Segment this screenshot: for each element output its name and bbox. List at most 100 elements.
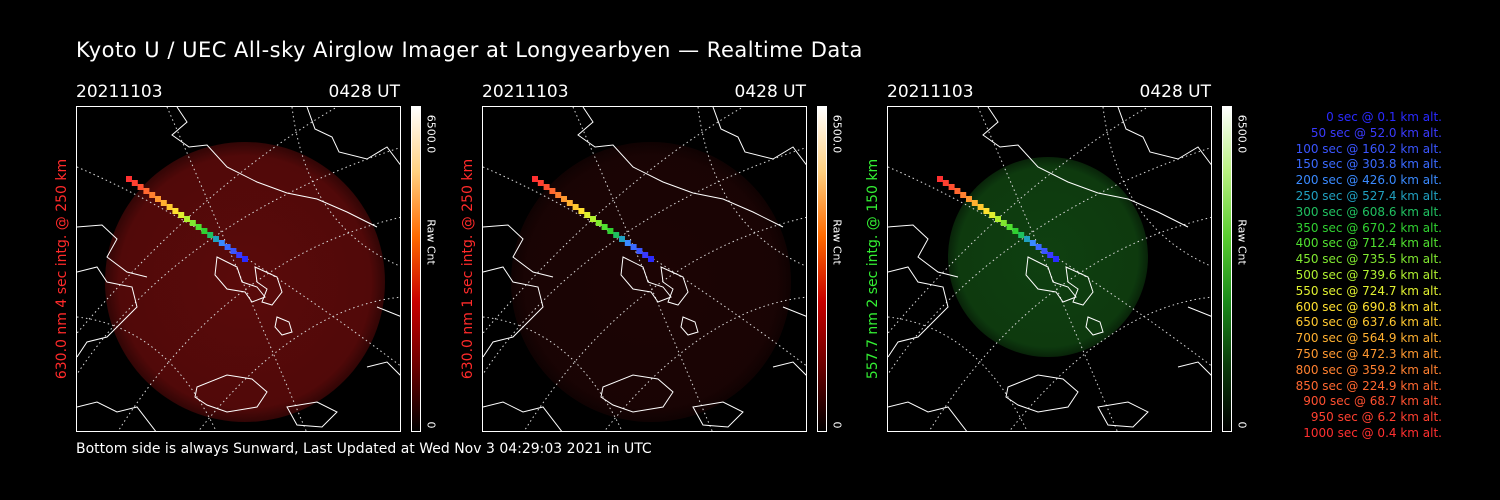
trajectory-point	[230, 248, 237, 254]
legend-entry-label: 850 sec @ 224.9 km alt.	[1295, 378, 1442, 393]
coastline	[1177, 361, 1211, 376]
coastline	[888, 266, 949, 358]
legend-entry-label: 1000 sec @ 0.4 km alt.	[1303, 425, 1442, 440]
legend-entry-label: 600 sec @ 690.8 km alt.	[1295, 299, 1442, 314]
trajectory-point	[126, 176, 132, 182]
trajectory-point	[201, 228, 208, 234]
trajectory-point	[218, 240, 225, 246]
panel-date: 20211103	[482, 82, 569, 102]
trajectory-point	[1006, 224, 1013, 230]
legend-entry-label: 300 sec @ 608.6 km alt.	[1295, 204, 1442, 219]
colorbar-min-label: 0	[424, 421, 438, 429]
legend-entry: 750 sec @ 472.3 km alt.	[1262, 347, 1442, 363]
trajectory-point	[160, 200, 167, 206]
trajectory-point	[549, 188, 556, 194]
trajectory-point	[624, 240, 631, 246]
trajectory-point	[642, 252, 649, 258]
coastline	[1085, 316, 1104, 336]
coastline	[620, 256, 672, 303]
coastline	[483, 266, 544, 358]
colorbar-unit-label: Raw Cnt	[424, 219, 438, 265]
airglow-disk	[105, 142, 385, 422]
footer-status: Bottom side is always Sunward, Last Upda…	[76, 441, 652, 457]
legend-entry: 350 sec @ 670.2 km alt.	[1262, 221, 1442, 237]
coastline	[1187, 306, 1211, 317]
colorbar	[411, 106, 421, 432]
trajectory-point	[613, 232, 620, 238]
legend-entry-label: 50 sec @ 52.0 km alt.	[1310, 125, 1442, 140]
coastline	[1097, 401, 1149, 428]
trajectory-legend: 0 sec @ 0.1 km alt. 50 sec @ 52.0 km alt.…	[1262, 110, 1442, 442]
legend-entry-label: 700 sec @ 564.9 km alt.	[1295, 331, 1442, 346]
trajectory-point	[555, 192, 562, 198]
airglow-disk	[511, 142, 791, 422]
trajectory-point	[960, 192, 967, 198]
trajectory-point	[242, 256, 248, 262]
trajectory-point	[1041, 248, 1048, 254]
trajectory-point	[561, 196, 567, 202]
colorbar-min-label: 0	[1235, 421, 1249, 429]
coastline	[712, 107, 806, 166]
legend-entry: 100 sec @ 160.2 km alt.	[1262, 142, 1442, 158]
colorbar-unit-label: Raw Cnt	[1235, 219, 1249, 265]
trajectory-point	[1047, 252, 1054, 258]
legend-entry-label: 500 sec @ 739.6 km alt.	[1295, 267, 1442, 282]
trajectory-point	[1029, 240, 1036, 246]
legend-entry: 800 sec @ 359.2 km alt.	[1262, 363, 1442, 379]
coastline	[1065, 266, 1094, 306]
legend-entry-label: 150 sec @ 303.8 km alt.	[1295, 157, 1442, 172]
coastline	[577, 107, 784, 228]
graticule-line	[697, 107, 806, 267]
colorbar-max-label: 6500.0	[1235, 114, 1249, 154]
trajectory-point	[948, 184, 955, 190]
panel-time: 0428 UT	[328, 82, 401, 102]
trajectory-point	[207, 232, 214, 238]
trajectory-point	[566, 200, 573, 206]
graticule-line	[888, 147, 1211, 376]
graticule-line	[77, 316, 217, 431]
legend-entry: 0 sec @ 0.1 km alt.	[1262, 110, 1442, 126]
trajectory-point	[601, 224, 608, 230]
legend-entry: 250 sec @ 527.4 km alt.	[1262, 189, 1442, 205]
colorbar-max-label: 6500.0	[830, 114, 844, 154]
coastline	[366, 361, 400, 376]
panel-ylabel: 557.7 nm 2 sec intg. @ 150 km	[865, 158, 881, 380]
trajectory-point	[537, 180, 544, 186]
coastline	[171, 107, 378, 228]
legend-entry: 200 sec @ 426.0 km alt.	[1262, 173, 1442, 189]
trajectory-point	[954, 188, 961, 194]
legend-entry-label: 550 sec @ 724.7 km alt.	[1295, 283, 1442, 298]
graticule-line	[928, 216, 1211, 431]
panel-date: 20211103	[76, 82, 163, 102]
coastline	[772, 361, 806, 376]
trajectory-point	[989, 212, 996, 218]
panel-date: 20211103	[887, 82, 974, 102]
graticule-line	[888, 107, 1149, 334]
legend-entry: 850 sec @ 224.9 km alt.	[1262, 379, 1442, 395]
trajectory-point	[155, 196, 161, 202]
legend-entry-label: 250 sec @ 527.4 km alt.	[1295, 188, 1442, 203]
trajectory-point	[224, 244, 231, 250]
allsky-image	[482, 106, 807, 432]
trajectory-point	[995, 216, 1001, 222]
trajectory-point	[572, 204, 579, 210]
trajectory-point	[166, 204, 173, 210]
coastline	[483, 224, 554, 278]
graticule-line	[523, 216, 806, 431]
legend-entry: 300 sec @ 608.6 km alt.	[1262, 205, 1442, 221]
coastline	[888, 401, 968, 431]
panel-ylabel: 630.0 nm 4 sec intg. @ 250 km	[54, 158, 70, 380]
trajectory-point	[1018, 232, 1025, 238]
coastline	[214, 256, 266, 303]
graticule-line	[117, 216, 400, 431]
allsky-image	[76, 106, 401, 432]
coastline	[692, 401, 744, 428]
trajectory-point	[966, 196, 972, 202]
panel-time: 0428 UT	[734, 82, 807, 102]
trajectory-point	[172, 208, 179, 214]
coastline	[254, 266, 283, 306]
legend-entry: 650 sec @ 637.6 km alt.	[1262, 315, 1442, 331]
trajectory-point	[630, 244, 637, 250]
panel-ylabel: 630.0 nm 1 sec intg. @ 250 km	[460, 158, 476, 380]
trajectory-point	[937, 176, 943, 182]
